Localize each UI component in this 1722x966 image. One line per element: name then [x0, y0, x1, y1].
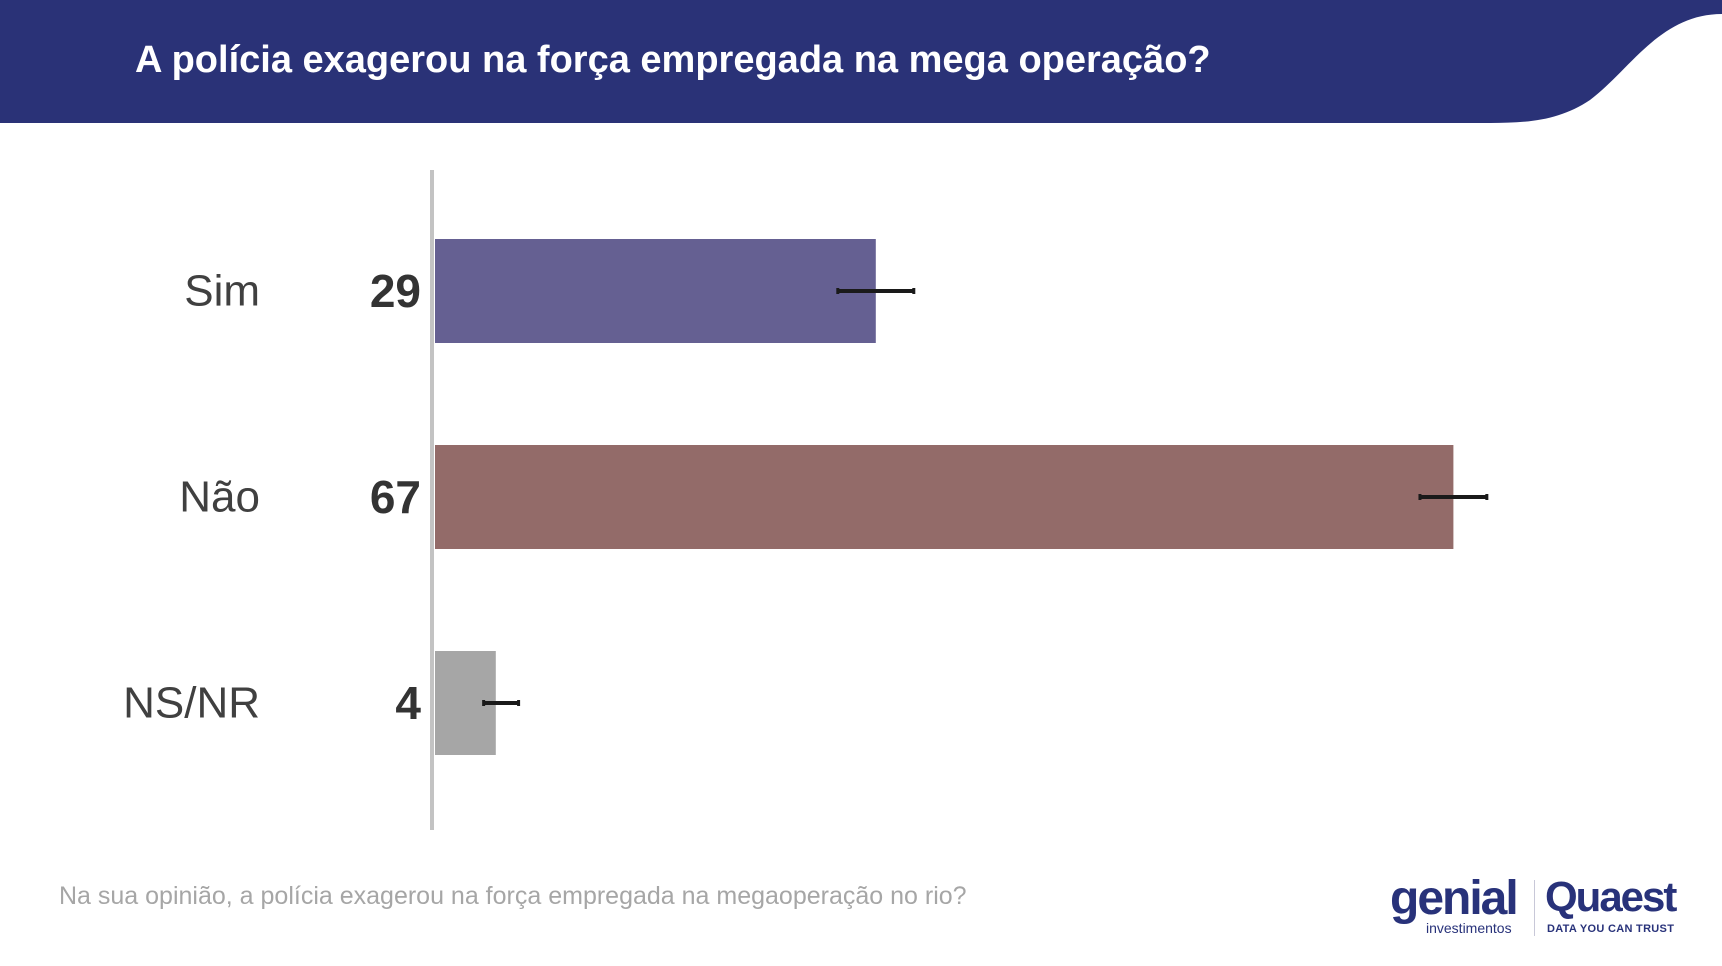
footnote-question: Na sua opinião, a polícia exagerou na fo… — [59, 882, 967, 910]
bar-chart: Sim 29 Não 67 NS/NR 4 — [123, 170, 1489, 830]
value-label-ns-nr: 4 — [395, 677, 421, 729]
genial-logo-wordmark: genial — [1390, 872, 1519, 925]
bar-sim — [435, 239, 876, 343]
category-label-sim: Sim — [184, 267, 260, 316]
header-band — [0, 0, 1722, 123]
quaest-logo-tagline: DATA YOU CAN TRUST — [1547, 923, 1675, 935]
header-background — [0, 0, 1722, 123]
category-label-n-o: Não — [179, 473, 260, 522]
logo-divider — [1534, 880, 1535, 936]
genial-logo: genial investimentos — [1390, 872, 1530, 938]
genial-logo-subtitle: investimentos — [1426, 920, 1512, 936]
category-label-ns-nr: NS/NR — [123, 679, 260, 728]
chart-layer: Sim 29 Não 67 NS/NR 4 — [123, 170, 1489, 830]
value-label-sim: 29 — [370, 265, 421, 317]
page-title: A polícia exagerou na força empregada na… — [135, 39, 1211, 81]
quaest-logo: Quaest DATA YOU CAN TRUST — [1545, 873, 1685, 936]
value-label-n-o: 67 — [370, 471, 421, 523]
quaest-logo-wordmark: Quaest — [1545, 873, 1677, 920]
bar-n-o — [435, 445, 1454, 549]
